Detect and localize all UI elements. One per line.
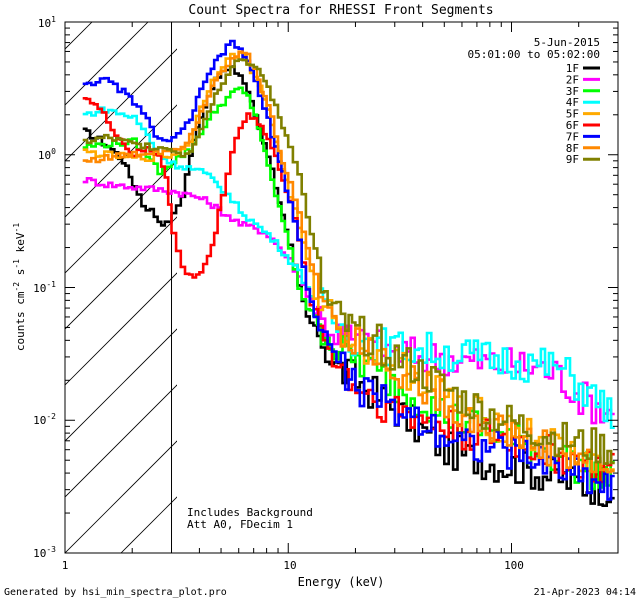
hatch-line [0,0,65,553]
axis-ticks [64,21,619,554]
hatch-line [625,0,640,553]
hatch-line [65,440,177,553]
footer-generated-by: Generated by hsi_min_spectra_plot.pro [4,587,227,598]
legend-label: 3F [566,85,579,98]
series-line-5f [82,51,615,474]
hatch-line [65,22,149,106]
series-line-4f [82,106,615,429]
y-tick-label: 10-2 [33,412,56,427]
hatch-line [65,48,177,162]
y-tick-label: 101 [38,15,56,30]
annotation-background: Includes Background [187,506,313,519]
annotation-attenuator: Att A0, FDecim 1 [187,518,293,531]
series-group [82,39,615,507]
footer-timestamp: 21-Apr-2023 04:14 [534,587,636,598]
time-range-label: 05:01:00 to 05:02:00 [468,48,600,61]
hatch-line [65,272,177,386]
legend-label: 7F [566,130,579,143]
legend-label: 4F [566,96,579,109]
series-line-8f [82,50,615,474]
y-tick-label: 100 [38,147,56,162]
x-tick-label: 1 [62,559,69,572]
x-tick-label: 10 [283,559,296,572]
y-tick-labels: 10-3 10-2 10-1 100 101 [33,15,56,560]
series-line-9f [82,58,615,465]
legend-label: 1F [566,62,579,75]
x-axis-label: Energy (keV) [298,575,385,589]
hatch-line [65,384,177,498]
chart-title: Count Spectra for RHESSI Front Segments [188,3,493,18]
x-tick-labels: 1 10 100 [62,559,524,572]
legend-label: 2F [566,73,579,86]
hatch-line [65,216,177,330]
hatch-line [65,160,177,274]
y-tick-label: 10-1 [33,280,56,295]
series-line-6f [82,97,615,484]
x-tick-label: 100 [504,559,524,572]
legend-label: 9F [566,153,579,166]
attenuator-hatch-region [0,0,640,553]
y-tick-label: 10-3 [33,545,56,560]
legend-label: 8F [566,142,579,155]
series-line-7f [82,39,615,501]
plot-frame [64,21,619,554]
legend-label: 5F [566,108,579,121]
date-label: 5-Jun-2015 [534,36,600,49]
y-axis-label: counts cm-2 s-1 keV-1 [12,223,27,351]
legend-label: 6F [566,119,579,132]
hatch-line [65,328,177,442]
